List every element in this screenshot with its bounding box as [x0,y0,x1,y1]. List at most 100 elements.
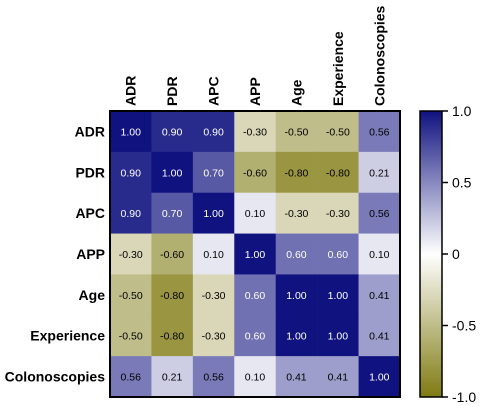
heatmap-cell [275,274,318,316]
heatmap-cell [358,151,401,194]
cell-value-label: 0.60 [245,290,266,302]
cell-value-label: 0.60 [245,331,266,343]
heatmap-cell [151,233,194,275]
heatmap-cell [151,356,194,398]
cell-value-label: 0.90 [120,208,141,220]
heatmap-cell [234,356,277,398]
row-label: PDR [75,164,105,180]
cell-value-label: -0.60 [243,167,267,179]
heatmap-cell [317,315,359,357]
colorbar-tick-label: 0 [452,246,460,262]
cell-value-label: 1.00 [245,249,266,261]
heatmap-cell [358,192,401,234]
cell-value-label: 0.21 [369,167,390,179]
heatmap-cell [151,315,194,357]
cell-value-label: 0.90 [203,126,224,138]
heatmap-cell [358,274,401,316]
heatmap-cell [358,233,401,275]
colorbar-tick-label: -1.0 [452,389,476,405]
cell-value-label: 0.56 [120,372,141,384]
cell-value-label: 0.41 [369,331,390,343]
heatmap-cell [192,274,235,316]
heatmap-cell [110,111,152,153]
heatmap-cell [110,233,152,275]
column-label: Age [288,79,304,106]
heatmap-cell [192,315,235,357]
cell-value-label: 1.00 [328,331,349,343]
heatmap-cells: 1.00 0.90 0.90 -0.30 -0.50 -0.50 0.56 0.90 1.00 0… [110,111,401,398]
heatmap-cell [234,233,277,275]
row-label: APC [75,205,105,221]
cell-value-label: 1.00 [162,167,183,179]
cell-value-label: 1.00 [203,208,224,220]
row-label: Age [79,287,106,303]
heatmap-cell [110,356,152,398]
cell-value-label: 0.70 [203,167,224,179]
heatmap-cell [234,192,277,234]
cell-value-label: 1.00 [328,290,349,302]
cell-value-label: 0.10 [203,249,224,261]
cell-value-label: 0.90 [120,167,141,179]
row-label: Experience [30,328,105,344]
column-label: PDR [164,76,180,106]
column-label: Experience [330,31,346,106]
cell-value-label: 0.10 [369,249,390,261]
cell-value-label: -0.60 [160,249,184,261]
cell-value-label: -0.80 [284,167,308,179]
cell-value-label: 0.60 [286,249,307,261]
cell-value-label: 1.00 [286,331,307,343]
colorbar [419,110,443,398]
heatmap-cell [275,151,318,194]
heatmap-cell [275,315,318,357]
colorbar-tick-label: 0.5 [452,175,472,191]
column-label: Colonoscopies [371,5,387,106]
cell-value-label: 1.00 [369,372,390,384]
cell-value-label: 1.00 [286,290,307,302]
row-labels: ADR PDR APC APP Age Experience Colonoscopies [5,123,106,384]
cell-value-label: -0.30 [202,331,226,343]
heatmap-cell [151,274,194,316]
heatmap-cell [110,192,152,234]
cell-value-label: 0.90 [162,126,183,138]
cell-value-label: 0.21 [162,372,183,384]
heatmap-cell [317,151,359,194]
cell-value-label: -0.80 [326,167,350,179]
heatmap-cell [358,315,401,357]
cell-value-label: 0.10 [245,208,266,220]
cell-value-label: 0.56 [203,372,224,384]
heatmap-cell [317,233,359,275]
cell-value-label: 0.41 [328,372,349,384]
cell-value-label: 0.56 [369,208,390,220]
cell-value-label: 0.41 [369,290,390,302]
heatmap-cell [234,111,277,153]
heatmap-cell [151,192,194,234]
colorbar-tick-label: -0.5 [452,318,476,334]
column-labels: ADR PDR APC APP Age Experience Colonoscopies [123,5,388,106]
heatmap-cell [358,111,401,153]
row-label: ADR [75,123,105,139]
heatmap-cell [275,233,318,275]
heatmap-cell [192,233,235,275]
cell-value-label: 0.10 [245,372,266,384]
column-label: ADR [123,76,139,106]
cell-value-label: 0.70 [162,208,183,220]
heatmap-cell [275,111,318,153]
cell-value-label: -0.80 [160,331,184,343]
cell-value-label: -0.80 [160,290,184,302]
heatmap-cell [275,192,318,234]
heatmap-cell [317,111,359,153]
column-label: APC [206,76,222,106]
cell-value-label: -0.30 [326,208,350,220]
cell-value-label: -0.50 [284,126,308,138]
heatmap-cell [110,274,152,316]
heatmap-frame [109,110,401,398]
heatmap-cell [317,356,359,398]
cell-value-label: 0.56 [369,126,390,138]
cell-value-label: -0.50 [119,290,143,302]
heatmap-cell [192,151,235,194]
heatmap-cell [317,192,359,234]
heatmap-cell [192,111,235,153]
colorbar-ticks: 1.0 0.5 0 -0.5 -1.0 [442,103,476,405]
heatmap-cell [234,315,277,357]
cell-value-label: -0.50 [326,126,350,138]
